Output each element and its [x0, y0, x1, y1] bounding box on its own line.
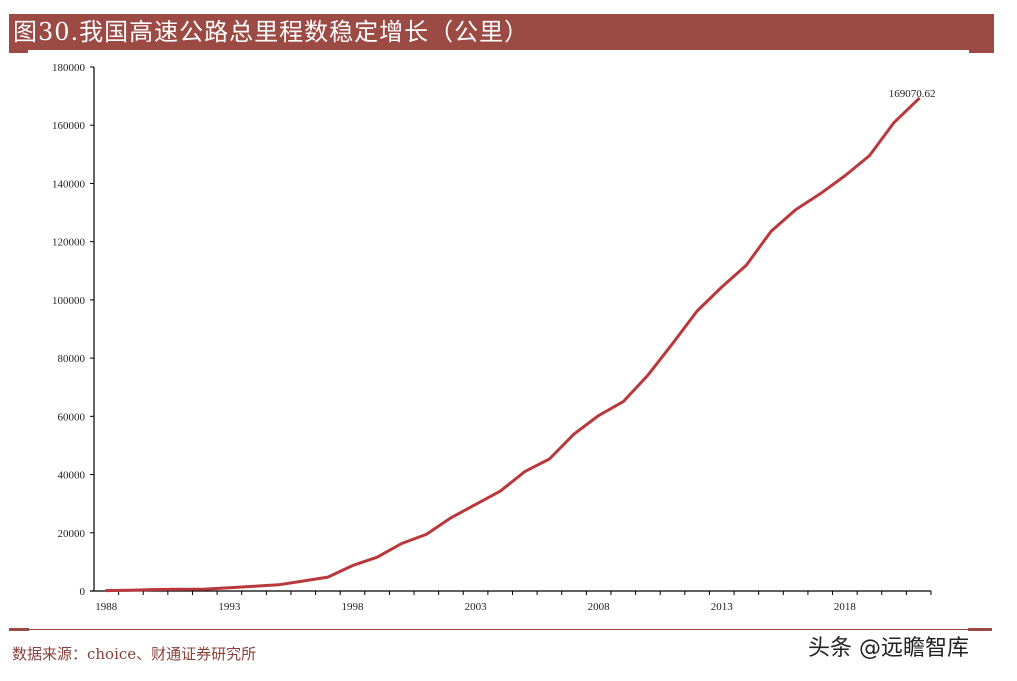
- x-tick-label: 1988: [95, 601, 118, 613]
- data-annotation: 169070.62: [889, 88, 936, 100]
- y-tick-label: 100000: [52, 295, 86, 307]
- title-bar-accent-left: [9, 50, 28, 53]
- y-tick-label: 120000: [52, 237, 86, 249]
- y-tick-label: 140000: [52, 178, 86, 190]
- y-tick-label: 160000: [52, 120, 86, 132]
- y-tick-label: 180000: [52, 62, 86, 74]
- x-tick-label: 1998: [341, 601, 364, 613]
- x-tick-label: 1993: [218, 601, 241, 613]
- series-line: [104, 97, 921, 593]
- figure-title: 图30.我国高速公路总里程数稳定增长（公里）: [13, 18, 530, 46]
- data-source-note: 数据来源：choice、财通证券研究所: [12, 645, 257, 663]
- x-tick-label: 2013: [711, 601, 734, 613]
- title-bar-accent-right: [969, 50, 994, 53]
- footer-divider: [9, 629, 992, 630]
- y-tick-label: 20000: [58, 528, 86, 540]
- y-tick-label: 60000: [58, 411, 86, 423]
- watermark: 头条 @远瞻智库: [808, 636, 969, 661]
- figure-title-bar: 图30.我国高速公路总里程数稳定增长（公里）: [9, 14, 994, 53]
- x-tick-label: 2003: [465, 601, 488, 613]
- y-tick-label: 80000: [58, 353, 86, 365]
- series-polyline: [104, 97, 921, 593]
- footer-divider-accent-right: [968, 628, 992, 631]
- x-tick-label: 2008: [588, 601, 611, 613]
- y-tick-label: 0: [80, 586, 86, 598]
- x-tick-label: 2018: [834, 601, 857, 613]
- end-value-label: 169070.62: [889, 88, 936, 100]
- x-axis: 1988 1993 1998 2003 2008 2013 2018: [90, 590, 932, 613]
- footer-divider-accent-left: [9, 628, 29, 631]
- y-tick-label: 40000: [58, 470, 86, 482]
- y-axis: 0 20000 40000 60000 80000 100000 120000 140000 1…: [52, 62, 95, 598]
